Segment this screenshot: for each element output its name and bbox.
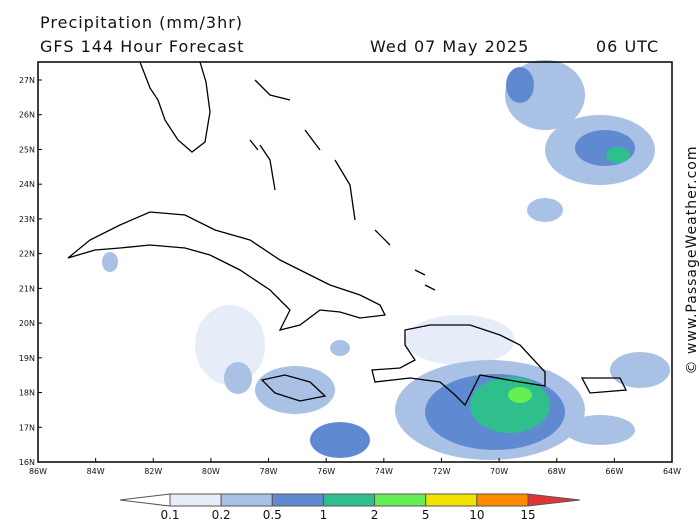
title: Precipitation (mm/3hr) xyxy=(40,13,243,32)
lat-label: 23N xyxy=(19,215,35,224)
subtitle: GFS 144 Hour Forecast xyxy=(40,37,245,56)
legend-label: 0.2 xyxy=(212,508,231,522)
lon-label: 74W xyxy=(375,467,393,476)
legend-swatch xyxy=(271,493,324,507)
legend-low xyxy=(119,493,171,507)
jamaica xyxy=(260,374,327,402)
coastlines xyxy=(67,61,628,407)
lat-label: 26N xyxy=(19,111,35,120)
lat-label: 24N xyxy=(19,180,35,189)
bahamas xyxy=(259,129,436,291)
lat-label: 19N xyxy=(19,354,35,363)
lon-label: 64W xyxy=(663,467,681,476)
time: 06 UTC xyxy=(596,37,659,56)
lon-label: 80W xyxy=(202,467,220,476)
legend-label: 5 xyxy=(422,508,430,522)
lon-label: 78W xyxy=(259,467,277,476)
lon-label: 66W xyxy=(605,467,623,476)
legend-label: 0.1 xyxy=(160,508,179,522)
lat-label: 22N xyxy=(19,250,35,259)
legend-swatch xyxy=(220,493,273,507)
lat-label: 18N xyxy=(19,389,35,398)
map xyxy=(37,60,673,463)
lon-label: 86W xyxy=(29,467,47,476)
legend-label: 15 xyxy=(520,508,535,522)
legend-swatch xyxy=(476,493,529,507)
lat-label: 16N xyxy=(19,458,35,467)
legend-label: 2 xyxy=(371,508,379,522)
legend-label: 10 xyxy=(469,508,484,522)
lat-label: 20N xyxy=(19,319,35,328)
lon-label: 72W xyxy=(432,467,450,476)
lon-label: 82W xyxy=(144,467,162,476)
lon-label: 76W xyxy=(317,467,335,476)
map-frame xyxy=(37,61,673,463)
legend-swatch xyxy=(374,493,427,507)
legend-swatch xyxy=(169,493,222,507)
legend-label: 0.5 xyxy=(263,508,282,522)
islands xyxy=(249,79,291,151)
lon-label: 70W xyxy=(490,467,508,476)
credit: © www.PassageWeather.com xyxy=(684,145,700,374)
legend-label: 1 xyxy=(320,508,328,522)
lon-label: 84W xyxy=(87,467,105,476)
florida xyxy=(139,61,211,153)
hispaniola xyxy=(371,324,546,407)
date: Wed 07 May 2025 xyxy=(370,37,529,56)
lat-label: 17N xyxy=(19,423,35,432)
legend-high xyxy=(527,493,581,507)
legend-swatch xyxy=(425,493,478,507)
lon-label: 68W xyxy=(548,467,566,476)
legend-swatch xyxy=(322,493,376,507)
puerto-rico xyxy=(580,377,628,394)
lat-label: 27N xyxy=(19,76,35,85)
cuba xyxy=(67,211,386,331)
lat-label: 25N xyxy=(19,145,35,154)
lat-label: 21N xyxy=(19,284,35,293)
